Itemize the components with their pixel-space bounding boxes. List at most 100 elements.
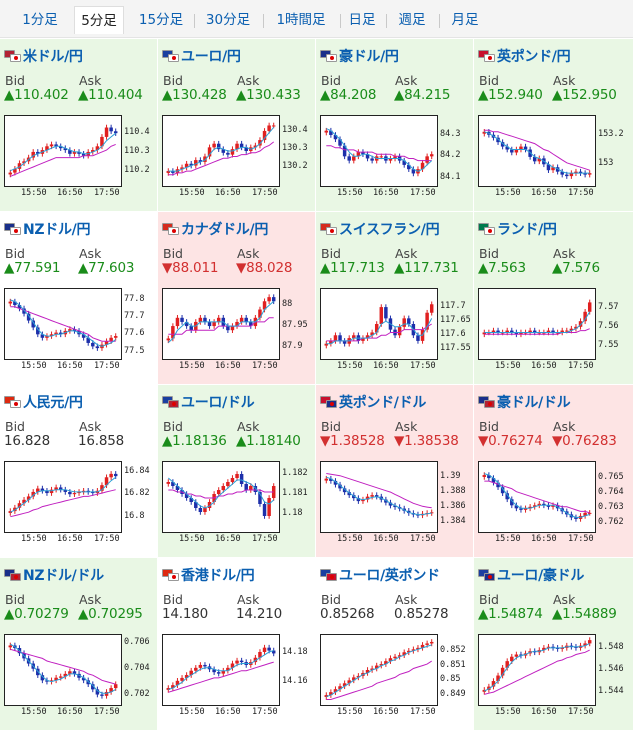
candle-body — [546, 505, 551, 507]
pair-link[interactable]: ユーロ/ドル — [162, 393, 255, 411]
ask-value: ▲117.731 — [394, 260, 459, 276]
candle-body — [184, 494, 189, 498]
candle-body — [578, 321, 583, 327]
tab-weekly[interactable]: 週足 — [398, 12, 426, 28]
candle-body — [86, 490, 90, 492]
candle-body — [253, 657, 258, 663]
pair-link[interactable]: 米ドル/円 — [4, 47, 83, 65]
pair-link[interactable]: 豪ドル/円 — [320, 47, 399, 65]
price-chart[interactable] — [478, 115, 596, 187]
nz-us-flag-icon — [4, 569, 21, 581]
price-chart[interactable] — [320, 288, 438, 360]
candle-body — [365, 670, 370, 673]
pair-link[interactable]: 英ポンド/円 — [478, 47, 571, 65]
price-chart[interactable] — [320, 634, 438, 706]
bid-value: ▲1.54874 — [478, 606, 543, 622]
candle-body — [86, 680, 90, 685]
price-chart[interactable] — [320, 115, 438, 187]
price-chart[interactable] — [478, 634, 596, 706]
candle-body — [258, 309, 262, 318]
price-chart[interactable] — [4, 115, 122, 187]
za-jp-flag-icon — [478, 223, 495, 235]
candle-body — [63, 148, 68, 151]
price-chart[interactable] — [162, 115, 280, 187]
candle-body — [72, 671, 77, 674]
price-chart[interactable] — [162, 461, 280, 533]
candle-body — [54, 144, 58, 147]
candle-body — [100, 694, 104, 696]
y-tick-label: 0.765 — [598, 472, 624, 482]
ask-value: ▲130.433 — [236, 87, 301, 103]
tab-30min[interactable]: 30分足 — [205, 12, 251, 28]
ma-short-line — [484, 473, 590, 518]
currency-grid: 米ドル/円 Bid Ask ▲110.402 ▲110.404 110.4 110.3 110… — [0, 39, 633, 730]
pair-link[interactable]: 豪ドル/ドル — [478, 393, 571, 411]
tab-daily[interactable]: 日足 — [348, 12, 376, 28]
candle-body — [249, 486, 253, 490]
x-tick-label: 15:50 — [337, 188, 363, 198]
candle-body — [482, 475, 487, 477]
pair-link[interactable]: ユーロ/英ポンド — [320, 566, 440, 584]
candle-body — [226, 482, 230, 486]
price-chart[interactable] — [4, 288, 122, 360]
pair-link[interactable]: 人民元/円 — [4, 393, 83, 411]
price-chart[interactable] — [4, 634, 122, 706]
bid-label: Bid — [321, 246, 341, 261]
pair-link[interactable]: ユーロ/豪ドル — [478, 566, 584, 584]
ma-long-line — [168, 661, 274, 693]
candle-body — [342, 683, 347, 687]
candle-body — [45, 146, 49, 151]
candle-body — [429, 154, 434, 157]
x-tick-label: 15:50 — [21, 188, 47, 198]
price-chart[interactable] — [320, 461, 438, 533]
pair-link[interactable]: 香港ドル/円 — [162, 566, 255, 584]
pair-link[interactable]: NZドル/円 — [4, 220, 90, 238]
ask-value: ▲152.950 — [552, 87, 617, 103]
price-chart[interactable] — [478, 461, 596, 533]
pair-link[interactable]: ランド/円 — [478, 220, 557, 238]
candle-body — [31, 151, 35, 158]
candle-body — [184, 675, 189, 678]
pair-link[interactable]: 英ポンド/ドル — [320, 393, 426, 411]
candle-body — [429, 512, 434, 514]
candle-body — [546, 164, 551, 171]
price-chart[interactable] — [4, 461, 122, 533]
candle-body — [100, 485, 104, 491]
pair-link[interactable]: カナダドル/円 — [162, 220, 268, 238]
tab-15min[interactable]: 15分足 — [138, 12, 184, 28]
bid-label: Bid — [479, 246, 499, 261]
candle-body — [104, 691, 109, 696]
candle-body — [58, 146, 63, 149]
tab-monthly[interactable]: 月足 — [451, 12, 479, 28]
x-tick-label: 15:50 — [179, 188, 205, 198]
pair-link[interactable]: NZドル/ドル — [4, 566, 104, 584]
pair-name: 豪ドル/ドル — [497, 395, 571, 411]
candle-body — [356, 675, 361, 678]
candle-body — [587, 640, 592, 644]
price-chart[interactable] — [162, 634, 280, 706]
tab-5min[interactable]: 5分足 — [74, 6, 124, 34]
x-tick-label: 15:50 — [179, 534, 205, 544]
tab-1hour[interactable]: 1時間足 — [276, 12, 326, 28]
pair-link[interactable]: スイスフラン/円 — [320, 220, 440, 238]
bid-label: Bid — [5, 73, 25, 88]
pair-link[interactable]: ユーロ/円 — [162, 47, 241, 65]
candle-body — [189, 163, 193, 166]
candle-body — [496, 675, 500, 682]
pair-card: カナダドル/円 Bid Ask ▼88.011 ▼88.028 88 87.95 87.9 15… — [158, 212, 315, 384]
candle-body — [374, 324, 379, 333]
candle-body — [574, 171, 578, 174]
bid-label: Bid — [5, 419, 25, 434]
tab-1min[interactable]: 1分足 — [22, 12, 58, 28]
y-tick-label: 117.6 — [440, 329, 466, 339]
candle-body — [216, 317, 221, 322]
candle-body — [324, 478, 329, 481]
candle-body — [267, 125, 271, 131]
candle-body — [249, 321, 253, 327]
bid-label: Bid — [321, 73, 341, 88]
candle-body — [230, 326, 235, 331]
price-chart[interactable] — [478, 288, 596, 360]
price-chart[interactable] — [162, 288, 280, 360]
candle-body — [356, 152, 361, 157]
bid-value: ▲110.402 — [4, 87, 69, 103]
